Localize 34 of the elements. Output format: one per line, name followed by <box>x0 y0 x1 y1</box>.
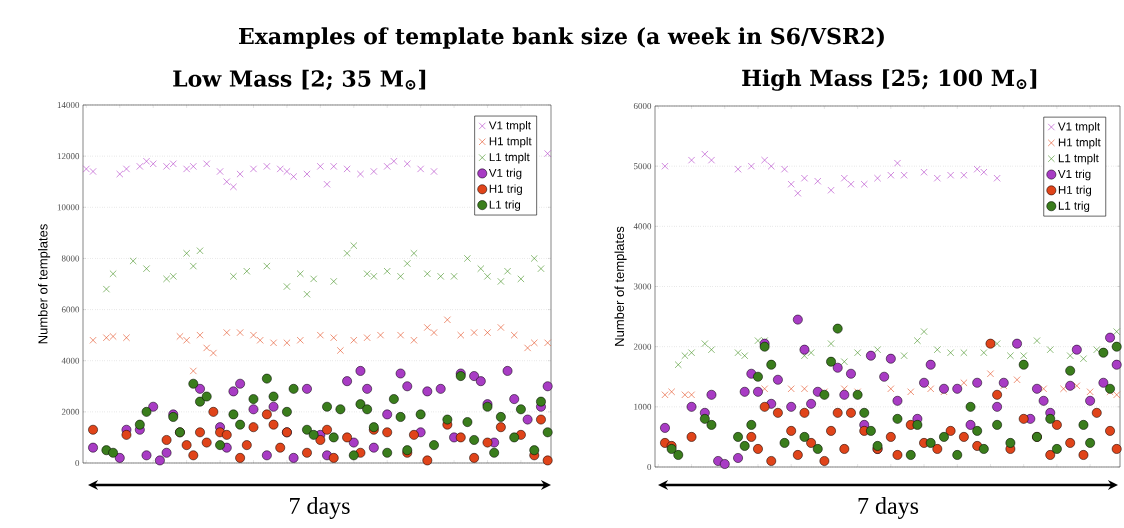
chart-subtitle: Low Mass [2; 35 M$_{⊙}$] <box>173 69 426 91</box>
legend-label: H1 tmplt <box>489 136 532 148</box>
y-axis-title: Number of templates <box>614 226 627 346</box>
chart-title: Examples of template bank size (a week in S6/VSR2) <box>239 27 884 49</box>
y-tick-label: 8000 <box>61 255 80 262</box>
y-tick-label: 12000 <box>57 153 80 160</box>
y-tick-label: 2000 <box>61 408 80 415</box>
y-axis-title: Number of templates <box>37 224 51 344</box>
y-tick-label: 14000 <box>57 101 80 109</box>
y-tick-label: 4000 <box>61 357 80 364</box>
y-tick-label: 0 <box>647 463 652 471</box>
x-axis-title: 7 days <box>858 497 919 519</box>
legend-label: V1 tmplt <box>1057 122 1101 133</box>
legend-label: V1 tmplt <box>488 121 531 132</box>
legend-label: V1 trig <box>1057 169 1091 181</box>
y-tick-label: 0 <box>75 459 80 467</box>
legend-label: H1 trig <box>1058 185 1092 197</box>
y-tick-label: 2000 <box>633 343 652 350</box>
y-tick-label: 1000 <box>634 403 652 410</box>
legend-label: H1 tmplt <box>1058 137 1101 149</box>
legend-label: L1 tmplt <box>489 152 530 164</box>
y-tick-label: 6000 <box>633 102 652 110</box>
y-tick-label: 5000 <box>633 163 652 170</box>
legend-label: L1 tmplt <box>1058 153 1099 165</box>
y-tick-label: 10000 <box>57 204 80 211</box>
legend-label: V1 trig <box>488 168 522 180</box>
x-axis-title: 7 days <box>290 497 350 519</box>
y-tick-label: 3000 <box>633 283 652 290</box>
y-tick-label: 6000 <box>61 306 80 313</box>
chart-subtitle: High Mass [25; 100 M$_{⊙}$] <box>742 69 1037 91</box>
legend-label: L1 trig <box>489 200 521 211</box>
legend-label: L1 trig <box>1058 201 1090 213</box>
y-tick-label: 4000 <box>633 223 652 230</box>
legend-label: H1 trig <box>489 184 522 196</box>
